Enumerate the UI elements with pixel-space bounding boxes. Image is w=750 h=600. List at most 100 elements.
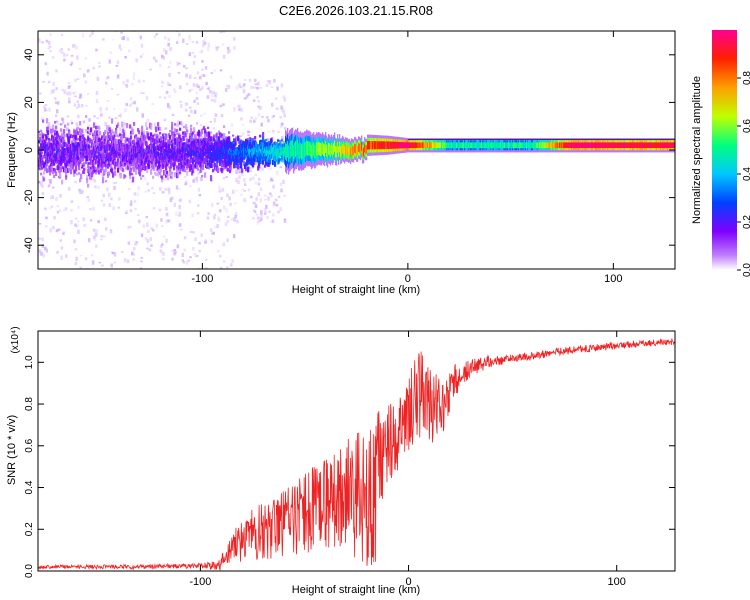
spectrogram-cell — [137, 140, 140, 146]
spectrogram-cell — [126, 123, 129, 129]
spectrogram-cell — [191, 135, 194, 141]
spectrogram-cell — [58, 144, 61, 151]
spectrogram-speckle — [243, 178, 246, 182]
spectrogram-cell — [117, 134, 120, 138]
spectrogram-cell — [58, 165, 61, 171]
spectrogram-cell — [321, 143, 323, 156]
spectrogram-cell — [147, 155, 150, 159]
spectrogram-cell — [114, 163, 117, 170]
spectrogram-speckle — [219, 254, 222, 258]
spectrogram-cell — [112, 147, 115, 152]
spectrogram-speckle — [75, 106, 79, 109]
spectrogram-cell — [422, 142, 424, 149]
spectrogram-cell — [223, 125, 226, 128]
spectrogram-speckle — [187, 259, 191, 262]
spectrogram-speckle — [104, 121, 107, 126]
spectrogram-speckle — [178, 188, 181, 190]
spectrogram-cell — [47, 134, 50, 138]
spectrogram-speckle — [55, 87, 58, 90]
spectrogram-cell — [120, 140, 123, 143]
spectrogram-cell — [83, 162, 86, 167]
spectrogram-cell — [162, 151, 165, 157]
spectrogram-speckle — [78, 188, 81, 192]
spectrogram-cell — [38, 130, 41, 133]
spectrogram-speckle — [202, 74, 206, 77]
spectrogram-speckle — [233, 46, 236, 50]
spectrogram-cell — [104, 129, 107, 134]
spectrogram-speckle — [269, 167, 272, 170]
spectrogram-speckle — [192, 179, 195, 183]
spectrogram-cell — [133, 160, 136, 166]
spectrogram-cell — [459, 142, 461, 149]
spectrogram-cell — [156, 147, 159, 154]
spectrogram-cell — [414, 142, 416, 149]
spectrogram-speckle — [126, 37, 130, 41]
spectrogram-cell — [71, 122, 74, 125]
spectrogram-speckle — [259, 166, 262, 169]
spectrogram-speckle — [49, 126, 52, 129]
spectrogram-speckle — [261, 166, 265, 171]
spectrogram-speckle — [132, 76, 136, 80]
spectrogram-speckle — [112, 38, 115, 41]
spectrogram-cell — [110, 164, 113, 169]
spectrogram-speckle — [41, 41, 44, 44]
spectrogram-speckle — [272, 213, 275, 217]
spectrogram-speckle — [118, 197, 121, 201]
spectrogram-cell — [206, 157, 209, 161]
spectrogram-cell — [158, 166, 161, 170]
spectrogram-cell — [55, 114, 58, 117]
spectrogram-cell — [418, 142, 420, 149]
spectrogram-speckle — [115, 65, 119, 67]
spectrogram-cell — [450, 142, 452, 149]
spectrogram-speckle — [249, 169, 252, 172]
spectrogram-cell — [57, 133, 60, 140]
spectrogram-cell — [85, 115, 88, 118]
spectrogram-cell — [280, 144, 283, 148]
spectrogram-speckle — [281, 107, 284, 112]
spectrogram-speckle — [221, 43, 225, 46]
spectrogram-speckle — [117, 74, 120, 77]
spectrogram-speckle — [268, 80, 272, 85]
spectrogram-speckle — [234, 202, 237, 205]
spectrogram-cell — [401, 142, 403, 149]
spectrogram-speckle — [216, 249, 220, 253]
spectrogram-speckle — [240, 193, 243, 196]
spectrogram-speckle — [51, 270, 54, 273]
spectrogram-cell — [258, 162, 261, 169]
spectrogram-cell — [262, 159, 265, 165]
spectrogram-speckle — [43, 107, 47, 112]
spectrogram-cell — [81, 129, 84, 134]
spectrogram-cell — [426, 142, 428, 149]
spectrogram-speckle — [209, 121, 212, 123]
spectrogram-speckle — [238, 107, 242, 110]
spectrogram-speckle — [60, 34, 64, 37]
spectrogram-speckle — [198, 51, 202, 54]
spectrogram-speckle — [192, 231, 195, 234]
spectrogram-speckle — [48, 179, 51, 182]
spectrogram-speckle — [198, 267, 201, 269]
spectrogram-speckle — [167, 187, 170, 191]
spectrogram-speckle — [236, 220, 239, 224]
spectrogram-speckle — [149, 68, 152, 71]
spectrogram-cell — [119, 151, 122, 156]
spectrogram-cell — [115, 133, 118, 137]
spectrogram-speckle — [89, 219, 93, 222]
spectrogram-speckle — [235, 169, 238, 174]
spectrogram-speckle — [245, 95, 249, 99]
spectrogram-cell — [51, 163, 54, 167]
spectrogram-speckle — [162, 56, 166, 60]
spectrogram-cell — [444, 142, 446, 149]
spectrogram-cell — [377, 141, 379, 150]
spectrogram-cell — [122, 143, 125, 148]
spectrogram-cell — [117, 156, 120, 162]
spectrogram-speckle — [187, 168, 191, 173]
spectrogram-cell — [146, 167, 149, 174]
spectrogram-speckle — [213, 98, 217, 103]
spectrogram-speckle — [68, 101, 71, 104]
spectrogram-cell — [249, 148, 252, 155]
spectrogram-cell — [149, 150, 152, 154]
spectrogram-speckle — [125, 102, 129, 107]
spectrogram-speckle — [132, 253, 135, 256]
spectrogram-cell — [212, 163, 215, 167]
spectrogram-cell — [77, 126, 80, 130]
